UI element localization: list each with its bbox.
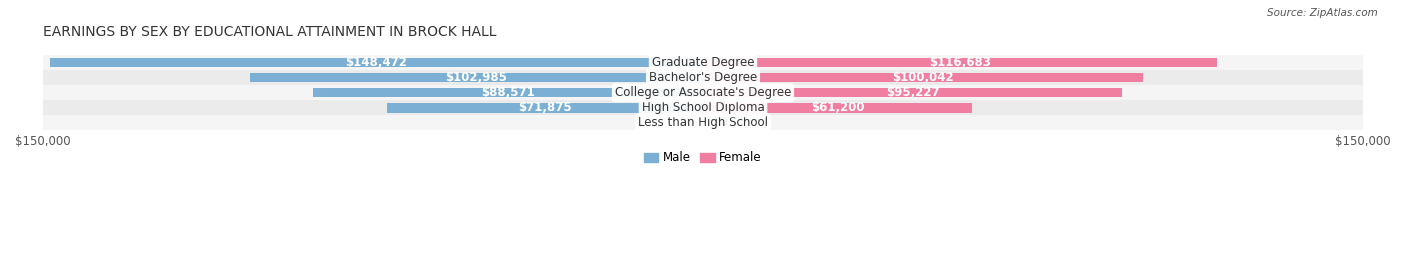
Text: $0: $0: [711, 117, 728, 129]
Text: Bachelor's Degree: Bachelor's Degree: [650, 71, 756, 84]
Text: $95,227: $95,227: [886, 86, 939, 99]
Bar: [703, 88, 1122, 98]
Bar: [314, 88, 703, 98]
Text: $0: $0: [678, 117, 695, 129]
Bar: [703, 58, 1216, 67]
Bar: [387, 103, 703, 113]
Bar: [703, 73, 1143, 83]
Text: High School Diploma: High School Diploma: [641, 101, 765, 114]
Text: Less than High School: Less than High School: [638, 117, 768, 129]
Bar: [250, 73, 703, 83]
Text: $100,042: $100,042: [893, 71, 953, 84]
Legend: Male, Female: Male, Female: [640, 147, 766, 169]
Bar: [42, 70, 1364, 85]
Bar: [42, 100, 1364, 116]
Text: Graduate Degree: Graduate Degree: [652, 56, 754, 69]
Text: $88,571: $88,571: [481, 86, 534, 99]
Bar: [42, 55, 1364, 70]
Text: $61,200: $61,200: [811, 101, 865, 114]
Text: $102,985: $102,985: [446, 71, 508, 84]
Bar: [42, 116, 1364, 131]
Bar: [42, 85, 1364, 100]
Text: $148,472: $148,472: [346, 56, 408, 69]
Text: College or Associate's Degree: College or Associate's Degree: [614, 86, 792, 99]
Bar: [49, 58, 703, 67]
Text: EARNINGS BY SEX BY EDUCATIONAL ATTAINMENT IN BROCK HALL: EARNINGS BY SEX BY EDUCATIONAL ATTAINMEN…: [42, 25, 496, 39]
Text: $71,875: $71,875: [517, 101, 572, 114]
Text: Source: ZipAtlas.com: Source: ZipAtlas.com: [1267, 8, 1378, 18]
Text: $116,683: $116,683: [929, 56, 991, 69]
Bar: [703, 103, 973, 113]
